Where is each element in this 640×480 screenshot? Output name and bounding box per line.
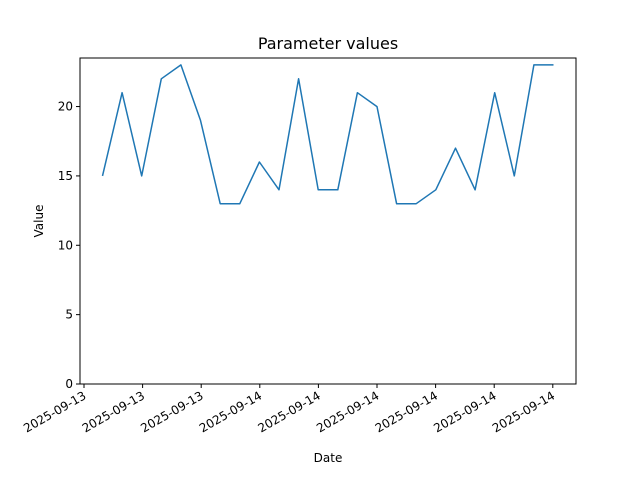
y-tick-label: 15 [58,169,73,183]
x-tick-label: 2025-09-13 [21,388,88,435]
x-tick-label: 2025-09-14 [373,388,440,435]
x-tick-label: 2025-09-14 [255,388,322,435]
x-tick-label: 2025-09-14 [314,388,381,435]
plot-area [79,57,577,385]
x-tick-label: 2025-09-14 [490,388,557,435]
series-layer [101,64,554,205]
y-axis-ticks: 0 5 10 15 20 [58,100,80,391]
y-tick-label: 10 [58,238,73,252]
y-tick-label: 20 [58,100,73,114]
x-axis-label: Date [314,451,343,465]
y-tick-label: 5 [65,308,73,322]
x-tick-label: 2025-09-14 [431,388,498,435]
x-tick-label: 2025-09-13 [80,388,147,435]
chart-title: Parameter values [258,34,398,53]
x-tick-label: 2025-09-14 [197,388,264,435]
x-axis-ticks: 2025-09-132025-09-132025-09-132025-09-14… [21,384,557,435]
y-axis-label: Value [32,205,46,238]
x-tick-label: 2025-09-13 [138,388,205,435]
y-tick-label: 0 [65,377,73,391]
series-line [101,64,554,205]
